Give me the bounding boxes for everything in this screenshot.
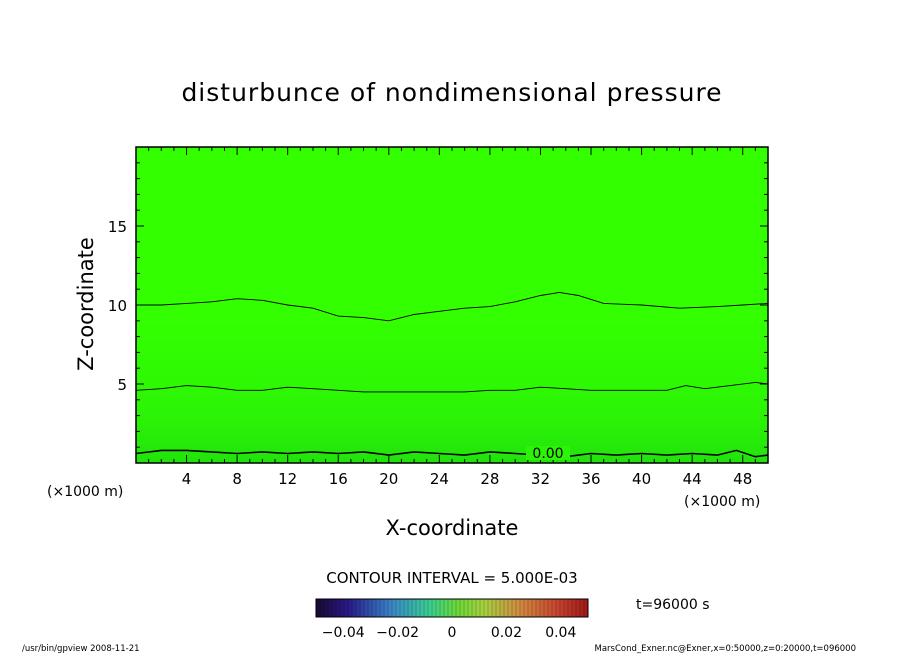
x-tick-label: 24 xyxy=(430,470,449,488)
colorbar-tick-label: 0.02 xyxy=(491,625,522,641)
x-tick-label: 44 xyxy=(683,470,702,488)
contour-interval: CONTOUR INTERVAL = 5.000E-03 xyxy=(326,569,577,587)
contour-line-label: 0.00 xyxy=(532,446,563,462)
chart-title: disturbunce of nondimensional pressure xyxy=(181,78,722,107)
x-tick-label: 36 xyxy=(581,470,600,488)
x-tick-label: 48 xyxy=(733,470,752,488)
contour-line-upper xyxy=(136,291,769,322)
x-tick-label: 8 xyxy=(232,470,242,488)
x-tick-label: 32 xyxy=(531,470,550,488)
time-label: t=96000 s xyxy=(636,597,710,613)
contour-label-bg xyxy=(526,446,570,460)
colorbar-bands xyxy=(319,599,585,617)
footer-left: /usr/bin/gpview 2008-11-21 xyxy=(22,644,140,654)
x-unit-right: (×1000 m) xyxy=(684,494,760,510)
contour-line-zero xyxy=(135,449,769,458)
x-tick-label: 28 xyxy=(480,470,499,488)
colorbar-tick-label: −0.04 xyxy=(322,625,365,641)
colorbar-tick-label: 0.04 xyxy=(545,625,576,641)
x-tick-label: 40 xyxy=(632,470,651,488)
y-axis-label: Z-coordinate xyxy=(74,237,98,371)
y-tick-label: 5 xyxy=(117,376,127,394)
colorbar xyxy=(315,598,589,618)
colorbar-tick-label: −0.02 xyxy=(376,625,419,641)
plot-area xyxy=(136,147,768,463)
contour-line-middle xyxy=(135,381,769,393)
x-tick-label: 16 xyxy=(329,470,348,488)
contour-lines xyxy=(135,291,769,458)
y-tick-label: 15 xyxy=(108,218,127,236)
y-tick-label: 10 xyxy=(108,297,127,315)
x-tick-label: 20 xyxy=(379,470,398,488)
colorbar-ticks: −0.04 −0.02 0 0.02 0.04 xyxy=(322,625,577,641)
x-unit-left: (×1000 m) xyxy=(47,484,123,500)
x-axis-label: X-coordinate xyxy=(386,516,519,540)
footer-right: MarsCond_Exner.nc@Exner,x=0:50000,z=0:20… xyxy=(594,644,856,654)
x-tick-label: 12 xyxy=(278,470,297,488)
x-tick-label: 4 xyxy=(182,470,192,488)
colorbar-tick-label: 0 xyxy=(448,625,457,641)
